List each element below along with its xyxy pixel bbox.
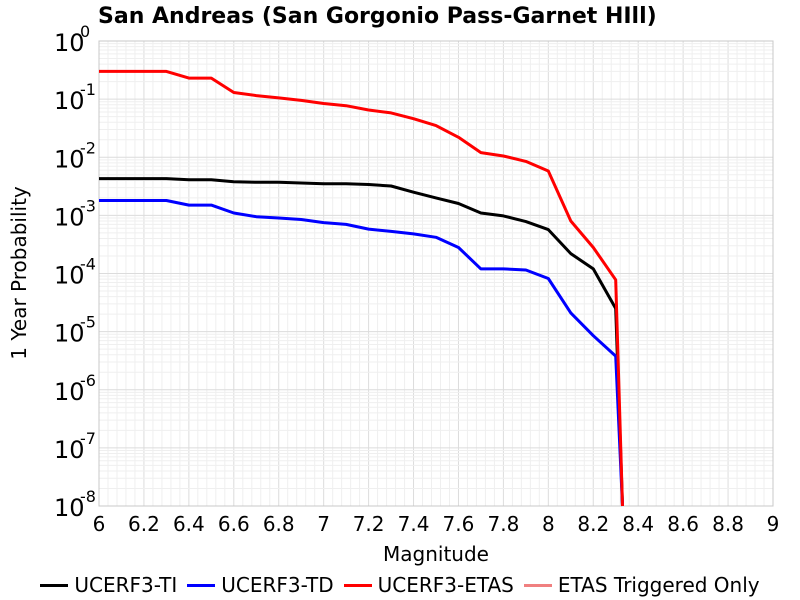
grid-layer bbox=[98, 40, 774, 507]
x-tick-label: 7.6 bbox=[443, 512, 475, 536]
y-axis-label: 1 Year Probability bbox=[7, 186, 31, 360]
y-tick-label: 10-3 bbox=[54, 196, 96, 231]
y-tick-exponent: -6 bbox=[80, 371, 96, 390]
legend-item-ucerf3-ti: UCERF3-TI bbox=[40, 573, 177, 597]
y-tick-base: 10 bbox=[54, 29, 85, 57]
plot-area-frame bbox=[98, 40, 774, 507]
y-tick-exponent: -8 bbox=[80, 487, 96, 506]
x-axis-label: Magnitude bbox=[383, 542, 489, 566]
y-tick-label: 10-6 bbox=[54, 371, 96, 406]
x-tick-label: 8 bbox=[542, 512, 555, 536]
series-line-ucerf3-etas bbox=[99, 69, 624, 507]
y-tick-label: 10-1 bbox=[54, 80, 96, 115]
x-tick-label: 6.6 bbox=[218, 512, 250, 536]
legend-item-ucerf3-td: UCERF3-TD bbox=[187, 573, 334, 597]
legend-swatch bbox=[343, 583, 372, 587]
x-tick-label: 7.8 bbox=[487, 512, 519, 536]
y-tick-exponent: -3 bbox=[80, 196, 96, 215]
y-tick-label: 10-7 bbox=[54, 429, 96, 464]
legend-label: UCERF3-TI bbox=[74, 573, 178, 597]
x-tick-label: 8.4 bbox=[622, 512, 654, 536]
series-line-ucerf3-ti bbox=[99, 177, 624, 507]
y-tick-base: 10 bbox=[54, 203, 85, 231]
series-line-ucerf3-td bbox=[99, 199, 624, 507]
legend-label: ETAS Triggered Only bbox=[557, 573, 760, 597]
x-tick-label: 8.2 bbox=[577, 512, 609, 536]
y-tick-exponent: -7 bbox=[80, 429, 96, 448]
legend-swatch bbox=[40, 583, 69, 587]
y-tick-base: 10 bbox=[54, 145, 85, 173]
legend-item-ucerf3-etas: UCERF3-ETAS bbox=[343, 573, 514, 597]
y-tick-label: 10-5 bbox=[54, 313, 96, 348]
x-tick-label: 9 bbox=[767, 512, 780, 536]
y-tick-exponent: -5 bbox=[80, 313, 96, 332]
x-tick-label: 8.8 bbox=[712, 512, 744, 536]
legend-label: UCERF3-TD bbox=[221, 573, 334, 597]
legend: UCERF3-TI UCERF3-TD UCERF3-ETAS ETAS Trigge… bbox=[0, 572, 800, 598]
y-tick-base: 10 bbox=[54, 378, 85, 406]
y-tick-base: 10 bbox=[54, 262, 85, 290]
y-tick-base: 10 bbox=[54, 494, 85, 522]
y-tick-base: 10 bbox=[54, 436, 85, 464]
x-tick-label: 6.2 bbox=[128, 512, 160, 536]
x-tick-label: 8.6 bbox=[667, 512, 699, 536]
x-tick-labels: 6 6.2 6.4 6.6 6.8 7 7.2 7.4 7.6 7.8 8 8.2 8.4 8.6 8.8 9 bbox=[93, 512, 780, 536]
y-tick-exponent: -4 bbox=[80, 255, 96, 274]
y-tick-exponent: -1 bbox=[80, 80, 96, 99]
series-layer bbox=[99, 69, 624, 507]
legend-label: UCERF3-ETAS bbox=[377, 573, 514, 597]
x-tick-label: 7 bbox=[317, 512, 330, 536]
x-tick-label: 7.4 bbox=[398, 512, 430, 536]
y-tick-label: 100 bbox=[54, 22, 90, 57]
x-tick-label: 6 bbox=[93, 512, 106, 536]
y-tick-base: 10 bbox=[54, 87, 85, 115]
x-tick-label: 6.8 bbox=[263, 512, 295, 536]
legend-swatch bbox=[523, 583, 552, 587]
y-tick-exponent: 0 bbox=[80, 22, 90, 41]
x-tick-label: 7.2 bbox=[353, 512, 385, 536]
y-tick-label: 10-2 bbox=[54, 138, 96, 173]
y-tick-label: 10-4 bbox=[54, 255, 96, 290]
y-tick-label: 10-8 bbox=[54, 487, 96, 522]
chart-title: San Andreas (San Gorgonio Pass-Garnet HI… bbox=[98, 4, 657, 29]
y-tick-base: 10 bbox=[54, 320, 85, 348]
x-tick-label: 6.4 bbox=[173, 512, 205, 536]
legend-item-etas-triggered-only: ETAS Triggered Only bbox=[523, 573, 760, 597]
legend-swatch bbox=[187, 583, 216, 587]
y-tick-exponent: -2 bbox=[80, 138, 96, 157]
